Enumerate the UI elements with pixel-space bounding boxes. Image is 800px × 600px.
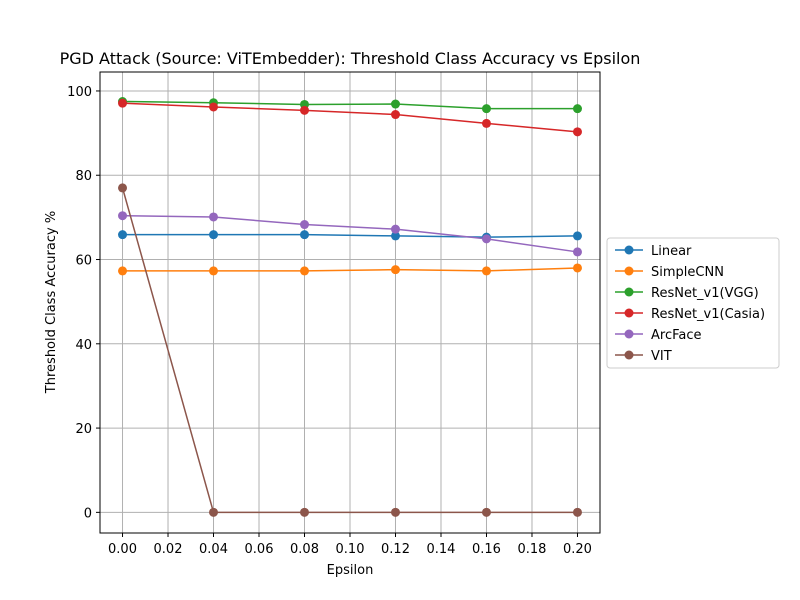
y-tick-label: 100 — [67, 85, 92, 100]
data-point — [300, 266, 310, 276]
data-point — [209, 102, 219, 112]
data-point — [390, 507, 400, 517]
legend-marker — [624, 308, 634, 318]
legend: Linear SimpleCNN ResNet_v1(VGG) ResNet_v1(C… — [606, 237, 780, 369]
y-tick-label: 60 — [75, 254, 92, 269]
data-point — [209, 230, 219, 240]
data-point — [390, 224, 400, 234]
y-tick-label: 0 — [84, 506, 92, 521]
x-tick-label: 0.14 — [427, 542, 456, 557]
legend-box — [606, 237, 780, 369]
y-tick-label: 40 — [75, 338, 92, 353]
series-line — [122, 214, 578, 253]
x-tick-label: 0.16 — [472, 542, 501, 557]
data-point — [572, 263, 582, 273]
series-line — [122, 267, 578, 272]
data-point — [390, 265, 400, 275]
y-tick-label: 80 — [75, 169, 92, 184]
legend-marker — [624, 266, 634, 276]
x-tick-label: 0.06 — [245, 542, 274, 557]
data-point — [390, 231, 400, 241]
x-axis-label: Epsilon — [327, 563, 374, 578]
x-tick-label: 0.20 — [563, 542, 592, 557]
data-point — [209, 212, 219, 222]
legend-label: VIT — [651, 349, 672, 364]
data-point — [481, 118, 491, 128]
legend-marker — [624, 329, 634, 339]
chart-title: PGD Attack (Source: ViTEmbedder): Thresh… — [60, 49, 641, 68]
data-point — [118, 183, 128, 193]
series-line — [122, 233, 578, 238]
data-point — [481, 507, 491, 517]
data-point — [118, 230, 128, 240]
x-tick-label: 0.08 — [290, 542, 319, 557]
x-tick-label: 0.12 — [381, 542, 410, 557]
data-point — [118, 266, 128, 276]
legend-marker — [624, 245, 634, 255]
legend-marker — [624, 350, 634, 360]
x-tick-label: 0.18 — [518, 542, 547, 557]
data-point — [300, 220, 310, 230]
data-point — [572, 231, 582, 241]
data-point — [572, 127, 582, 137]
data-point — [390, 110, 400, 120]
series-points — [118, 96, 582, 517]
grid — [100, 72, 600, 533]
data-point — [390, 99, 400, 109]
y-axis-label: Threshold Class Accuracy % — [44, 211, 59, 394]
x-axis-ticks: 0.00 0.02 0.04 0.06 0.08 0.10 0.12 0.14 0.16 0.18… — [108, 533, 592, 557]
x-tick-label: 0.02 — [154, 542, 183, 557]
legend-label: Linear — [651, 244, 692, 259]
data-point — [481, 234, 491, 244]
y-axis-ticks: 0 20 40 60 80 100 — [67, 85, 100, 521]
data-point — [572, 104, 582, 114]
x-tick-label: 0.04 — [199, 542, 228, 557]
series-lines — [121, 100, 578, 514]
data-point — [300, 230, 310, 240]
data-point — [300, 507, 310, 517]
legend-label: ResNet_v1(Casia) — [651, 307, 765, 322]
x-tick-label: 0.00 — [108, 542, 137, 557]
data-point — [481, 104, 491, 114]
legend-marker — [624, 287, 634, 297]
legend-label: ResNet_v1(VGG) — [651, 286, 759, 301]
y-tick-label: 20 — [75, 422, 92, 437]
data-point — [300, 105, 310, 115]
x-tick-label: 0.10 — [336, 542, 365, 557]
series-line — [122, 100, 578, 110]
data-point — [118, 211, 128, 221]
data-point — [209, 507, 219, 517]
data-point — [118, 98, 128, 108]
legend-label: SimpleCNN — [651, 265, 724, 280]
data-point — [572, 507, 582, 517]
data-point — [209, 266, 219, 276]
legend-label: ArcFace — [651, 328, 702, 343]
series-line — [122, 102, 578, 133]
data-point — [481, 266, 491, 276]
series-line — [121, 187, 578, 514]
data-point — [572, 247, 582, 257]
